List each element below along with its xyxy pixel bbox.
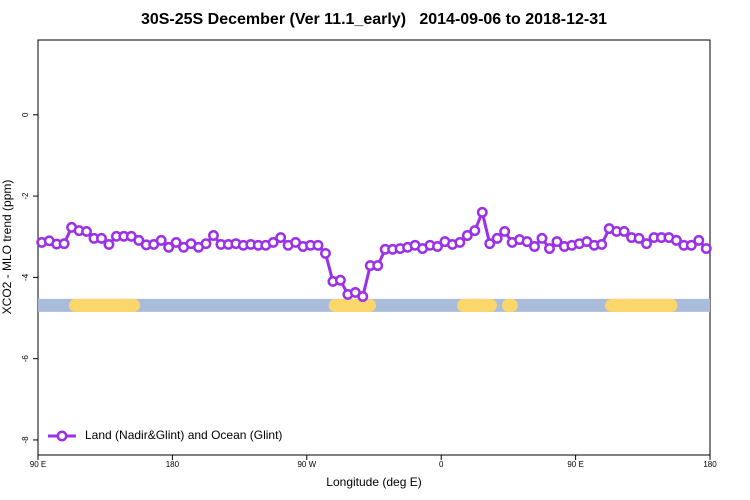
data-point [312, 239, 324, 251]
data-point [96, 232, 107, 244]
data-point [454, 236, 466, 248]
data-point [357, 291, 369, 302]
y-axis-label: XCO2 - MLO trend (ppm) [0, 180, 14, 315]
data-point [275, 232, 287, 243]
data-point [81, 225, 92, 237]
y-tick-label: -6 [21, 355, 30, 363]
data-point [320, 247, 331, 259]
data-point [103, 239, 115, 250]
x-tick-label: 180 [703, 460, 717, 469]
data-point [170, 236, 182, 248]
x-tick-label: 90 E [30, 460, 46, 469]
data-point [618, 225, 630, 237]
data-point [633, 232, 645, 244]
y-tick-label: 0 [21, 112, 30, 117]
data-point [133, 234, 145, 246]
x-tick-label: 90 W [297, 460, 316, 469]
data-point [670, 234, 682, 246]
data-point [685, 239, 697, 251]
data-point [499, 225, 511, 237]
legend-label: Land (Nadir&Glint) and Ocean (Glint) [85, 428, 282, 442]
x-tick-label: 0 [439, 460, 444, 469]
plot-frame [37, 39, 711, 456]
data-point [469, 225, 481, 237]
data-point [551, 236, 563, 248]
data-point [155, 234, 167, 246]
data-point [163, 241, 175, 253]
data-point [267, 236, 279, 248]
data-point [476, 206, 488, 218]
data-point [536, 232, 548, 244]
x-tick-label: 180 [166, 460, 180, 469]
data-point [544, 243, 555, 254]
data-point [700, 243, 712, 254]
data-point [521, 236, 533, 248]
data-point [693, 234, 705, 246]
data-point [372, 260, 384, 272]
y-tick-label: -8 [21, 436, 30, 444]
y-tick-label: -4 [21, 273, 30, 281]
data-point [529, 241, 540, 252]
data-point [58, 238, 70, 250]
data-point [596, 239, 608, 250]
legend-marker [56, 430, 68, 442]
chart-title: 30S-25S December (Ver 11.1_early) 2014-0… [141, 11, 607, 28]
data-point [200, 238, 212, 250]
data-point [208, 230, 219, 241]
data-point [461, 230, 473, 241]
x-axis-label: Longitude (deg E) [326, 475, 421, 489]
x-tick-label: 90 E [567, 460, 583, 469]
y-tick-label: -2 [21, 192, 30, 200]
data-point [484, 238, 496, 250]
data-point [432, 241, 443, 252]
data-point [641, 238, 652, 250]
data-point [491, 232, 503, 244]
data-point [334, 274, 346, 286]
